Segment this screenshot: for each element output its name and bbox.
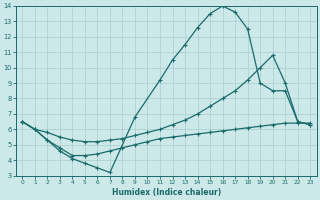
X-axis label: Humidex (Indice chaleur): Humidex (Indice chaleur) bbox=[112, 188, 221, 197]
